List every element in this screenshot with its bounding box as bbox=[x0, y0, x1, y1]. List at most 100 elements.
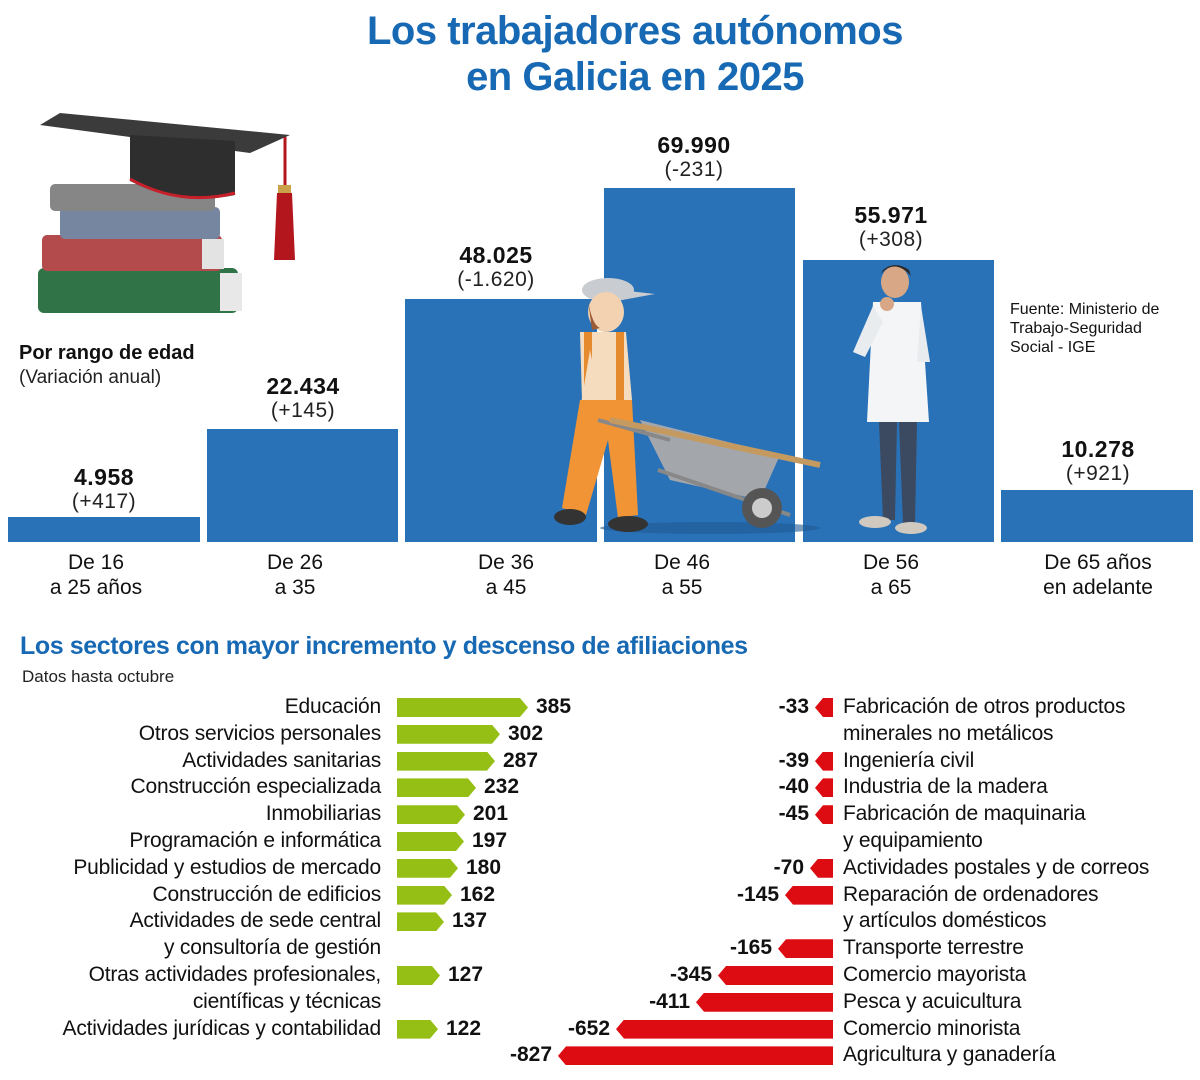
decrease-value: -827 bbox=[509, 1043, 552, 1067]
bar-age-16-25 bbox=[8, 517, 200, 542]
legend-title: Por rango de edad bbox=[19, 342, 195, 364]
decrease-label: Reparación de ordenadores bbox=[843, 882, 1099, 906]
worker-wheelbarrow-icon bbox=[554, 278, 821, 534]
decrease-value: -40 bbox=[778, 775, 809, 799]
category-line: De 36 bbox=[477, 551, 535, 574]
bar-variation: (+417) bbox=[71, 490, 137, 513]
increase-label: Construcción especializada bbox=[130, 775, 382, 799]
increase-bar bbox=[397, 859, 458, 878]
decrease-value: -652 bbox=[567, 1016, 610, 1040]
category-label-46-55: De 46 a 55 bbox=[586, 550, 778, 600]
category-line: en adelante bbox=[1043, 576, 1153, 599]
increase-value: 197 bbox=[472, 829, 508, 852]
increase-value: 201 bbox=[473, 802, 509, 826]
category-line: a 45 bbox=[485, 576, 527, 599]
category-line: a 25 años bbox=[49, 576, 143, 599]
doctor-icon bbox=[853, 265, 930, 534]
decrease-bar bbox=[778, 939, 833, 959]
increase-bar bbox=[397, 912, 444, 931]
sectors-subtitle: Datos hasta octubre bbox=[22, 667, 175, 686]
bar-variation: (-231) bbox=[664, 158, 724, 181]
increase-value: 385 bbox=[536, 695, 572, 718]
category-line: a 35 bbox=[274, 576, 316, 599]
decrease-bar bbox=[718, 966, 833, 985]
decrease-label: Pesca y acuicultura bbox=[843, 989, 1022, 1013]
bar-value-label-65-plus: 10.278 (+921) bbox=[1002, 437, 1194, 486]
increase-bar bbox=[397, 805, 465, 824]
bar-value: 4.958 bbox=[73, 464, 135, 490]
decrease-label: Fabricación de otros productos bbox=[843, 695, 1126, 718]
bar-variation: (-1.620) bbox=[457, 268, 535, 291]
increase-label: y consultoría de gestión bbox=[163, 936, 381, 960]
category-line: a 65 bbox=[870, 576, 912, 599]
bar-value-label-36-45: 48.025 (-1.620) bbox=[400, 243, 592, 292]
page-title: Los trabajadores autónomos en Galicia en… bbox=[0, 8, 1200, 100]
decrease-label: Industria de la madera bbox=[843, 775, 1048, 799]
bar-value: 22.434 bbox=[266, 373, 340, 399]
increase-label: Otros servicios personales bbox=[138, 721, 381, 745]
legend-subtitle: (Variación anual) bbox=[19, 367, 162, 388]
category-line: De 16 bbox=[67, 551, 125, 574]
source-note: Fuente: Ministerio de Trabajo-Seguridad … bbox=[1010, 301, 1160, 356]
decrease-bar bbox=[815, 751, 833, 771]
decrease-bar bbox=[815, 778, 833, 798]
decrease-label: y artículos domésticos bbox=[843, 909, 1047, 933]
decrease-label: Actividades postales y de correos bbox=[843, 855, 1150, 879]
decrease-value: -45 bbox=[778, 802, 809, 826]
decrease-bar bbox=[810, 858, 833, 878]
bar-value: 55.971 bbox=[854, 202, 928, 228]
age-chart-legend: Por rango de edad (Variación anual) bbox=[19, 341, 199, 390]
decrease-bar bbox=[815, 698, 833, 717]
decrease-value: -39 bbox=[778, 748, 809, 772]
sectors-title: Los sectores con mayor incremento y desc… bbox=[20, 632, 748, 660]
increase-label: Educación bbox=[284, 695, 381, 718]
decrease-value: -165 bbox=[729, 936, 772, 960]
graduation-cap-books-icon bbox=[38, 113, 295, 313]
bar-age-65-plus bbox=[1001, 490, 1193, 542]
increase-value: 180 bbox=[466, 855, 502, 879]
increase-label: Actividades de sede central bbox=[129, 909, 382, 933]
decrease-label: Agricultura y ganadería bbox=[843, 1043, 1056, 1067]
decrease-value: -411 bbox=[649, 989, 690, 1013]
increase-bar bbox=[397, 698, 528, 717]
decrease-label: y equipamiento bbox=[843, 829, 983, 852]
decrease-label: Fabricación de maquinaria bbox=[843, 802, 1086, 826]
category-line: De 26 bbox=[266, 551, 324, 574]
bar-variation: (+308) bbox=[858, 228, 924, 251]
decrease-bar bbox=[616, 1019, 833, 1039]
category-label-65-plus: De 65 años en adelante bbox=[1002, 550, 1194, 600]
decrease-value: -33 bbox=[778, 695, 809, 718]
increase-bar bbox=[397, 1020, 438, 1039]
increase-bar bbox=[397, 778, 476, 797]
category-line: De 46 bbox=[653, 551, 711, 574]
bar-value: 69.990 bbox=[657, 132, 731, 158]
increase-value: 302 bbox=[508, 721, 544, 745]
bar-value: 48.025 bbox=[459, 242, 533, 268]
bar-value-label-16-25: 4.958 (+417) bbox=[8, 465, 200, 514]
decrease-label: Transporte terrestre bbox=[843, 936, 1024, 960]
decrease-bar bbox=[815, 805, 833, 825]
category-line: De 56 bbox=[862, 551, 920, 574]
increase-label: Actividades sanitarias bbox=[182, 748, 381, 772]
bar-age-26-35 bbox=[207, 429, 398, 542]
increase-label: científicas y técnicas bbox=[192, 989, 381, 1013]
decrease-value: -145 bbox=[736, 882, 779, 906]
decrease-label: minerales no metálicos bbox=[843, 721, 1054, 745]
increase-value: 162 bbox=[460, 882, 496, 906]
category-line: a 55 bbox=[661, 576, 703, 599]
increase-label: Actividades jurídicas y contabilidad bbox=[62, 1016, 382, 1040]
increase-label: Publicidad y estudios de mercado bbox=[73, 855, 381, 879]
increase-label: Inmobiliarias bbox=[265, 802, 381, 826]
bar-value-label-26-35: 22.434 (+145) bbox=[207, 374, 399, 423]
increase-value: 287 bbox=[503, 748, 539, 772]
decrease-label: Comercio minorista bbox=[843, 1016, 1021, 1040]
bar-variation: (+145) bbox=[270, 399, 336, 422]
increase-label: Otras actividades profesionales, bbox=[88, 963, 382, 986]
increase-value: 137 bbox=[452, 909, 488, 933]
increase-value: 122 bbox=[446, 1016, 482, 1040]
decrease-value: -70 bbox=[773, 855, 804, 879]
increase-bar bbox=[397, 886, 452, 905]
bar-value-label-56-65: 55.971 (+308) bbox=[795, 203, 987, 252]
bar-value: 10.278 bbox=[1061, 436, 1135, 462]
category-line: De 65 años bbox=[1044, 551, 1152, 574]
